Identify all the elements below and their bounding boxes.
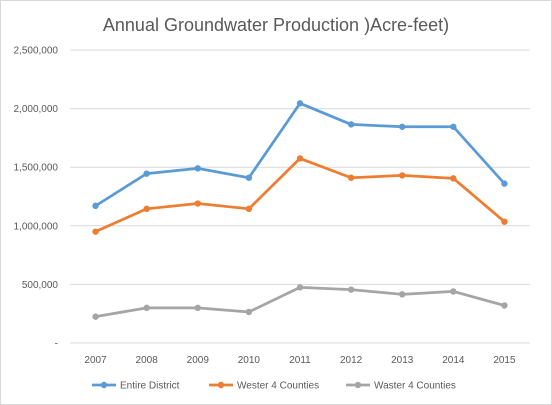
data-point [92,228,99,235]
series-lines [92,100,508,320]
legend-label: Waster 4 Counties [374,381,456,392]
data-point [245,308,253,316]
legend-entry: Waster 4 Counties [346,381,456,392]
y-axis-tick-labels: - 500,000 1,000,000 1,500,000 2,000,000 2,500… [14,46,59,350]
data-point [399,123,406,130]
y-tick-label: - [55,339,58,350]
data-point [143,170,150,177]
data-point [92,202,99,210]
data-point [194,165,201,172]
x-tick-label: 2011 [289,355,311,366]
legend-swatch-marker [217,381,225,389]
y-tick-label: 2,000,000 [14,104,59,115]
data-point [143,304,150,312]
gridlines [70,49,530,344]
legend-label: Wester 4 Counties [237,381,319,392]
data-point [347,286,355,293]
data-point [143,205,150,213]
y-tick-label: 500,000 [22,280,59,291]
chart-title: Annual Groundwater Production )Acre-feet… [103,15,449,35]
y-tick-label: 1,000,000 [14,221,59,232]
legend-swatch-marker [354,381,362,389]
x-tick-label: 2010 [238,355,261,366]
data-point [296,284,304,291]
data-point [194,200,201,207]
x-axis-tick-labels: 2007 2008 2009 2010 2011 2012 2013 2014 2015 [84,355,516,366]
series-line [94,285,506,319]
data-point [245,174,253,181]
x-tick-label: 2015 [493,355,516,366]
series-group [92,155,508,235]
legend-entry: Entire District [92,381,180,392]
y-tick-label: 1,500,000 [14,163,59,174]
data-point [501,180,508,187]
data-point [245,205,253,213]
series-group [92,100,508,210]
data-point [399,291,406,298]
legend: Entire District Wester 4 Counties Waster 4… [92,381,456,392]
data-point [450,175,457,182]
data-point [194,304,201,312]
series-group [92,284,508,320]
data-point [347,174,355,181]
data-point [347,121,355,128]
legend-entry: Wester 4 Counties [209,381,319,392]
y-tick-label: 2,500,000 [14,46,59,57]
x-tick-label: 2013 [391,355,414,366]
series-line [94,157,506,234]
x-tick-label: 2009 [187,355,210,366]
data-point [296,100,304,107]
data-point [399,172,406,179]
data-point [296,155,304,162]
data-point [450,123,457,130]
series-line [94,101,506,208]
data-point [501,302,508,309]
x-tick-label: 2012 [340,355,363,366]
data-point [501,218,508,225]
legend-label: Entire District [120,381,180,392]
data-point [450,288,457,295]
legend-swatch-marker [100,381,108,389]
data-point [92,313,99,320]
x-tick-label: 2007 [84,355,107,366]
x-tick-label: 2014 [442,355,465,366]
x-tick-label: 2008 [136,355,159,366]
